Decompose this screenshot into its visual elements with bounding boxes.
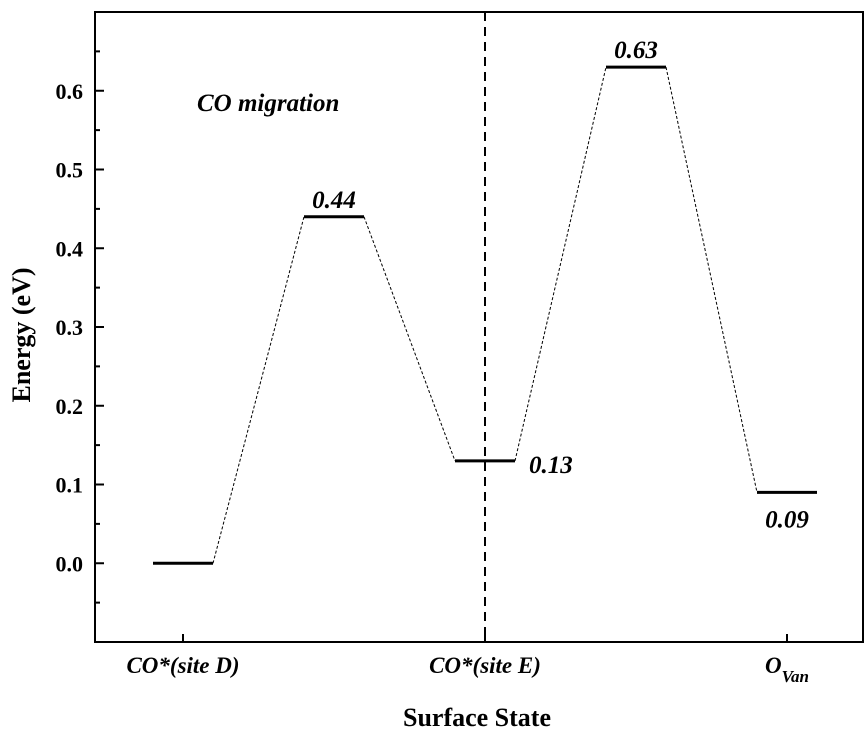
connector-line xyxy=(665,67,758,493)
y-tick-label: 0.4 xyxy=(56,236,84,261)
energy-value-label: 0.09 xyxy=(765,506,809,533)
energy-levels xyxy=(153,65,817,565)
y-axis-title: Energy (eV) xyxy=(7,267,36,402)
energy-value-label: 0.13 xyxy=(529,452,573,479)
y-tick-label: 0.2 xyxy=(56,394,84,419)
y-tick-label: 0.0 xyxy=(56,551,84,576)
energy-value-label: 0.44 xyxy=(312,187,356,214)
y-tick-label: 0.3 xyxy=(56,315,84,340)
y-tick-label: 0.5 xyxy=(56,158,84,183)
axes: 0.0 0.1 0.2 0.3 0.4 0.5 0.6 CO*(site D) CO*(site… xyxy=(56,11,864,686)
chart-annotation: CO migration xyxy=(197,90,339,117)
connector-line xyxy=(514,67,607,461)
x-tick-label: CO*(site D) xyxy=(126,653,239,678)
y-tick-label: 0.1 xyxy=(56,473,84,498)
y-tick-label: 0.6 xyxy=(56,79,84,104)
x-tick-label: CO*(site E) xyxy=(429,653,541,678)
connector-line xyxy=(212,216,305,564)
value-labels: 0.44 0.13 0.63 0.09 xyxy=(312,37,809,533)
x-tick-label: OVan xyxy=(765,653,809,686)
energy-value-label: 0.63 xyxy=(614,37,658,64)
x-axis-title: Surface State xyxy=(403,703,551,732)
connector-line xyxy=(363,216,456,462)
connectors xyxy=(212,67,758,564)
